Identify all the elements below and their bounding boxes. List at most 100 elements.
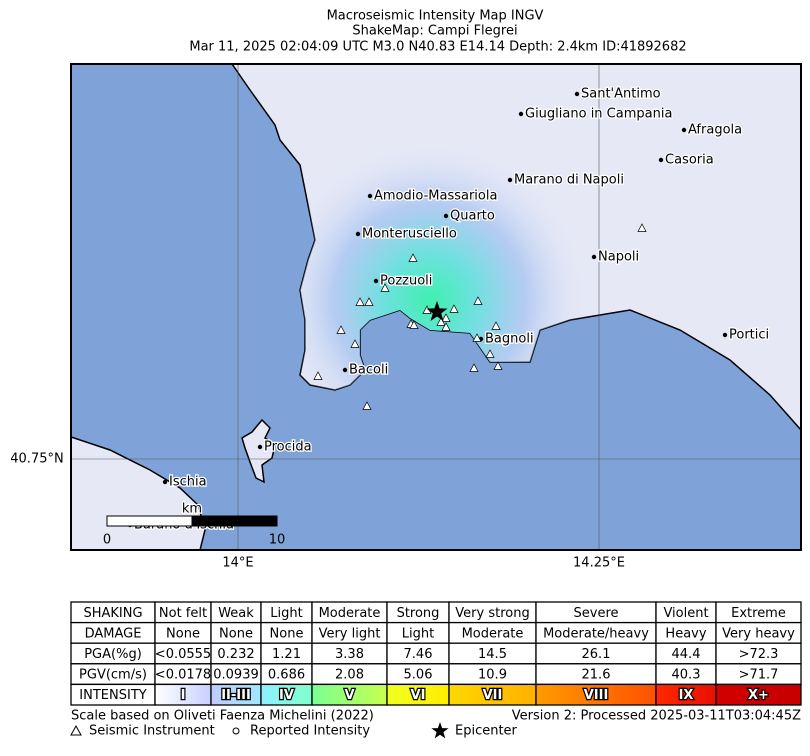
table-text: V bbox=[344, 688, 354, 703]
seismic-instrument bbox=[491, 321, 501, 330]
place-dot bbox=[355, 231, 361, 237]
table-text: INTENSITY bbox=[79, 688, 146, 703]
table-text: IX bbox=[679, 688, 694, 703]
table-text: Severe bbox=[574, 606, 619, 621]
table-cell bbox=[715, 683, 802, 706]
seismic-instrument bbox=[362, 401, 372, 410]
table-text: None bbox=[219, 626, 253, 641]
seismic-instrument bbox=[336, 325, 346, 334]
table-text: None bbox=[270, 626, 304, 641]
place-dot bbox=[681, 127, 687, 133]
instrument-symbol bbox=[70, 724, 82, 736]
table-text: Extreme bbox=[731, 606, 786, 621]
table-text: PGA(%g) bbox=[84, 647, 142, 662]
place-dot bbox=[162, 479, 168, 485]
epicenter-symbol bbox=[431, 722, 449, 739]
table-text: 44.4 bbox=[672, 647, 701, 662]
legend-label: Epicenter bbox=[455, 724, 518, 739]
table-text: SHAKING bbox=[83, 606, 142, 621]
seismic-instrument bbox=[472, 333, 482, 342]
table-text: IV bbox=[279, 688, 294, 703]
seismic-instrument bbox=[493, 361, 503, 370]
table-text: 0.686 bbox=[268, 668, 305, 683]
place-dot bbox=[342, 367, 348, 373]
place-label: Afragola bbox=[688, 123, 742, 138]
seismic-instrument bbox=[485, 349, 495, 358]
table-text: Violent bbox=[663, 606, 708, 621]
event-info: Mar 11, 2025 02:04:09 UTC M3.0 N40.83 E1… bbox=[189, 40, 686, 55]
table-text: 21.6 bbox=[582, 668, 611, 683]
place-label: Amodio-Massariola bbox=[374, 189, 497, 204]
seismic-instrument bbox=[364, 297, 374, 306]
table-text: >72.3 bbox=[739, 647, 779, 662]
legend-label: Reported Intensity bbox=[250, 724, 370, 739]
table-text: 7.46 bbox=[404, 647, 433, 662]
table-text: Light bbox=[402, 626, 434, 641]
place-label: Giugliano in Campania bbox=[525, 107, 672, 122]
intensity-glow bbox=[232, 64, 801, 430]
seismic-instrument bbox=[469, 363, 479, 372]
seismic-instrument bbox=[441, 313, 451, 322]
seismic-instrument bbox=[408, 253, 418, 262]
table-text: II-III bbox=[221, 688, 251, 703]
place-dot bbox=[574, 91, 580, 97]
table-text: X+ bbox=[748, 688, 769, 703]
place-label: Procida bbox=[264, 440, 312, 455]
place-label: Portici bbox=[729, 328, 769, 343]
place-label: Ischia bbox=[169, 475, 207, 490]
seismic-instrument bbox=[441, 322, 451, 331]
table-text: 1.21 bbox=[272, 647, 301, 662]
table-text: Light bbox=[270, 606, 302, 621]
table-text: 0.0939 bbox=[213, 668, 259, 683]
seismic-instrument bbox=[313, 371, 323, 380]
lon-label: 14°E bbox=[222, 556, 253, 571]
procida-island bbox=[241, 418, 276, 484]
map-frame bbox=[70, 63, 802, 551]
table-text: 0.232 bbox=[217, 647, 254, 662]
table-text: <0.0555 bbox=[155, 647, 211, 662]
lat-label: 40.75°N bbox=[10, 452, 63, 467]
scale-note: Scale based on Oliveti Faenza Michelini … bbox=[71, 709, 374, 724]
table-text: Heavy bbox=[665, 626, 706, 641]
scale-bar-light bbox=[106, 515, 193, 527]
place-dot bbox=[722, 332, 728, 338]
place-dot bbox=[518, 111, 524, 117]
seismic-instrument bbox=[409, 320, 419, 329]
seismic-instrument bbox=[449, 304, 459, 313]
place-dot bbox=[507, 177, 513, 183]
place-label: Pozzuoli bbox=[380, 274, 432, 289]
table-text: Moderate/heavy bbox=[543, 626, 649, 641]
table-text: 5.06 bbox=[404, 668, 433, 683]
table-text: None bbox=[166, 626, 200, 641]
legend-label: Seismic Instrument bbox=[89, 724, 215, 739]
table-text: DAMAGE bbox=[85, 626, 142, 641]
seismic-instrument bbox=[380, 283, 390, 292]
place-dot bbox=[373, 278, 379, 284]
table-text: 26.1 bbox=[582, 647, 611, 662]
seismic-instrument bbox=[436, 317, 446, 326]
table-text: 14.5 bbox=[478, 647, 507, 662]
seismic-instrument bbox=[637, 223, 647, 232]
table-text: Very heavy bbox=[722, 626, 795, 641]
lon-label: 14.25°E bbox=[573, 556, 625, 571]
version: Version 2: Processed 2025-03-11T03:04:45… bbox=[512, 709, 801, 724]
seismic-instrument bbox=[355, 297, 365, 306]
table-text: Not felt bbox=[159, 606, 207, 621]
table-text: <0.0178 bbox=[155, 668, 211, 683]
table-text: 40.3 bbox=[672, 668, 701, 683]
scale-tick: 0 bbox=[103, 533, 111, 548]
reported-symbol bbox=[232, 727, 240, 735]
scale-tick: 10 bbox=[269, 533, 286, 548]
table-text: 10.9 bbox=[478, 668, 507, 683]
place-label: Bacoli bbox=[349, 363, 388, 378]
table-text: Moderate bbox=[319, 606, 381, 621]
table-text: >71.7 bbox=[739, 668, 779, 683]
place-dot bbox=[367, 193, 373, 199]
table-text: Weak bbox=[218, 606, 254, 621]
place-label: Quarto bbox=[450, 209, 495, 224]
place-label: Napoli bbox=[598, 250, 639, 265]
place-label: Casoria bbox=[665, 153, 714, 168]
table-text: Very light bbox=[319, 626, 381, 641]
place-label: Bagnoli bbox=[485, 332, 534, 347]
